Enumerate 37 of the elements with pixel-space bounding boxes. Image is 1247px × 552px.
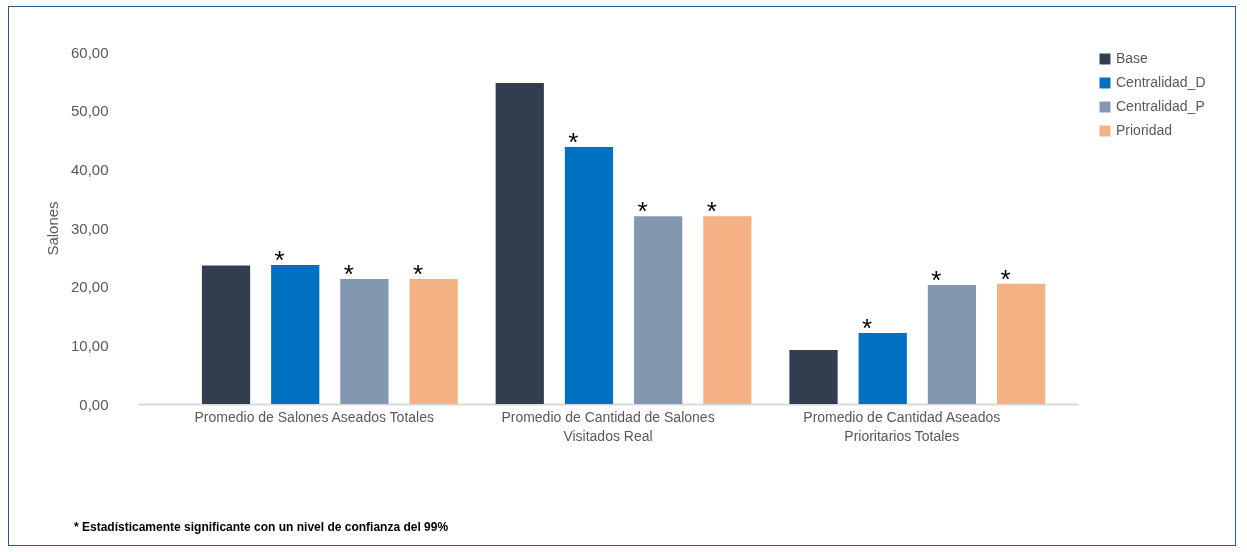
bar bbox=[858, 333, 907, 404]
y-tick-label: 60,00 bbox=[70, 43, 109, 61]
y-tick-label: 20,00 bbox=[70, 278, 109, 296]
bar bbox=[634, 216, 683, 404]
x-tick-label: Promedio de Cantidad Aseados Prioritarios Totales bbox=[803, 408, 1001, 444]
data-label: * bbox=[343, 259, 354, 290]
bar bbox=[271, 264, 320, 404]
bar bbox=[201, 265, 251, 404]
bar bbox=[409, 279, 458, 404]
text: * Estadísticamente significante con un nivel de confianza del 99% bbox=[74, 520, 449, 534]
data-label: * bbox=[1000, 263, 1011, 294]
data-label: * bbox=[706, 196, 717, 227]
legend-label: Centralidad_D bbox=[1116, 74, 1206, 90]
y-tick-label: 10,00 bbox=[70, 336, 109, 354]
data-label: * bbox=[274, 244, 285, 275]
x-tick-label: Promedio de Salones Aseados Totales bbox=[194, 408, 434, 425]
y-tick-label: 50,00 bbox=[70, 102, 109, 120]
y-axis-title: Salones bbox=[43, 201, 61, 256]
bar bbox=[927, 284, 977, 404]
legend-label: Prioridad bbox=[1116, 122, 1173, 138]
bar bbox=[789, 350, 838, 404]
bar bbox=[997, 283, 1046, 404]
bar bbox=[703, 216, 752, 404]
data-label: * bbox=[568, 127, 579, 158]
data-label: * bbox=[862, 313, 873, 344]
data-label: * bbox=[413, 259, 424, 290]
x-tick-label: Promedio de Cantidad de Salones Visitados Real bbox=[501, 408, 715, 444]
bar bbox=[495, 83, 544, 404]
y-tick-label: 40,00 bbox=[70, 160, 109, 178]
bar bbox=[564, 147, 614, 404]
y-tick-label: 0,00 bbox=[79, 395, 109, 413]
legend-label: Centralidad_P bbox=[1116, 98, 1205, 114]
y-tick-label: 30,00 bbox=[70, 219, 109, 237]
data-label: * bbox=[931, 264, 942, 295]
data-label: * bbox=[637, 196, 648, 227]
legend-label: Base bbox=[1116, 50, 1149, 66]
bar bbox=[340, 279, 389, 404]
